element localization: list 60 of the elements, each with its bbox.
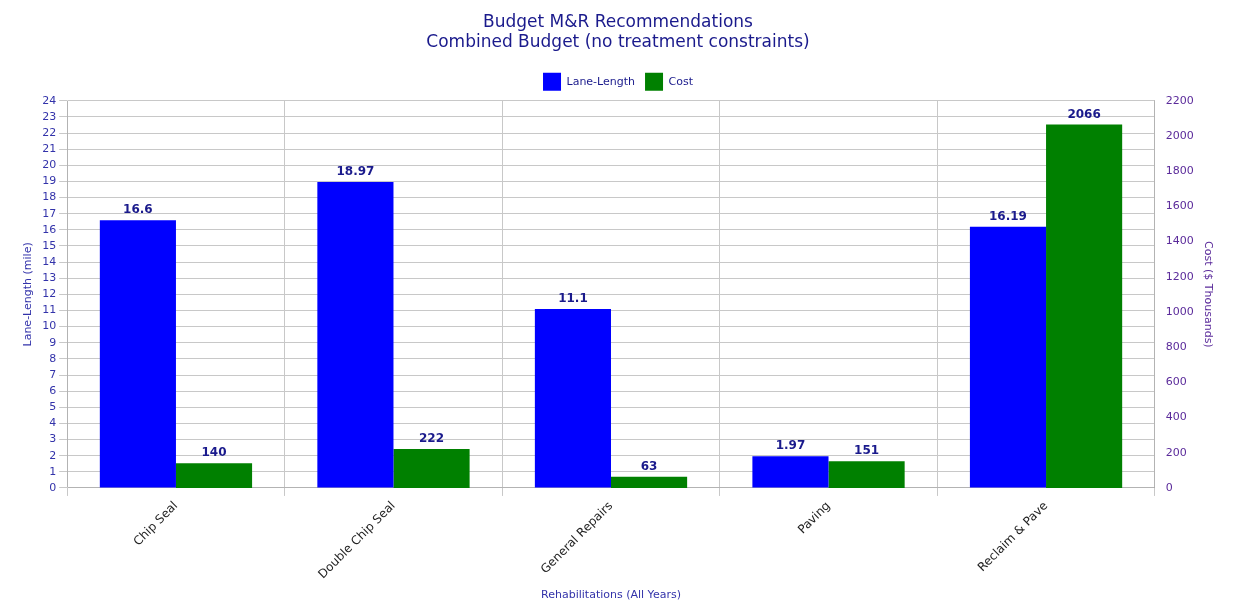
legend-label: Cost bbox=[668, 74, 694, 88]
y-tick-label: 3 bbox=[49, 432, 57, 446]
legend-label: Lane-Length bbox=[566, 74, 636, 88]
y-axis-title: Lane-Length (mile) bbox=[21, 242, 35, 347]
y-tick-label: 0 bbox=[49, 480, 57, 494]
y-tick-label: 9 bbox=[49, 335, 57, 349]
y-tick-label: 21 bbox=[42, 142, 57, 156]
y-tick-label: 10 bbox=[42, 319, 57, 333]
y2-tick-label: 1800 bbox=[1165, 164, 1194, 178]
y-tick-label: 15 bbox=[42, 238, 57, 252]
data-label: 151 bbox=[854, 443, 880, 458]
chart-title: Budget M&R Recommendations bbox=[483, 10, 754, 31]
y2-tick-label: 0 bbox=[1165, 480, 1173, 494]
data-label: 63 bbox=[640, 458, 658, 473]
y-tick-label: 18 bbox=[42, 190, 57, 204]
data-label: 16.19 bbox=[988, 208, 1027, 223]
bar bbox=[99, 220, 176, 488]
bar bbox=[393, 448, 470, 488]
data-label: 16.6 bbox=[123, 202, 153, 217]
bar bbox=[175, 463, 253, 488]
y-tick-label: 8 bbox=[49, 351, 57, 365]
y-tick-label: 12 bbox=[42, 287, 57, 301]
y-tick-label: 13 bbox=[42, 271, 57, 285]
bar bbox=[317, 181, 394, 488]
y-tick-label: 24 bbox=[42, 93, 57, 107]
y-tick-label: 17 bbox=[42, 206, 57, 220]
y-tick-label: 4 bbox=[49, 416, 57, 430]
y2-tick-label: 200 bbox=[1165, 445, 1187, 459]
y2-tick-label: 1600 bbox=[1165, 199, 1194, 213]
y2-tick-label: 1400 bbox=[1165, 234, 1194, 248]
y2-tick-label: 2200 bbox=[1165, 93, 1194, 107]
data-label: 2066 bbox=[1067, 106, 1101, 121]
y-tick-label: 1 bbox=[49, 464, 57, 478]
y-tick-label: 22 bbox=[42, 125, 57, 139]
y-tick-label: 5 bbox=[49, 400, 57, 414]
y-tick-label: 16 bbox=[42, 222, 57, 236]
bar bbox=[611, 476, 688, 488]
y-tick-label: 20 bbox=[42, 158, 57, 172]
data-label: 1.97 bbox=[775, 438, 806, 453]
y-tick-label: 11 bbox=[42, 303, 57, 317]
bar bbox=[534, 308, 611, 488]
data-label: 11.1 bbox=[558, 291, 588, 306]
data-label: 18.97 bbox=[336, 164, 375, 179]
data-label: 140 bbox=[201, 445, 227, 460]
y2-tick-label: 2000 bbox=[1165, 128, 1194, 142]
y2-axis-title: Cost ($ Thousands) bbox=[1201, 241, 1215, 348]
x-axis-title: Rehabilitations (All Years) bbox=[541, 588, 681, 602]
y-tick-label: 23 bbox=[42, 109, 57, 123]
y2-tick-label: 1000 bbox=[1165, 304, 1194, 318]
y-tick-label: 14 bbox=[42, 254, 57, 268]
y2-tick-label: 800 bbox=[1165, 340, 1187, 354]
y-tick-label: 6 bbox=[49, 384, 57, 398]
y-tick-label: 2 bbox=[49, 448, 57, 462]
y2-tick-label: 1200 bbox=[1165, 269, 1194, 283]
data-label: 222 bbox=[419, 431, 445, 445]
y2-tick-label: 600 bbox=[1165, 375, 1187, 389]
chart-subtitle: Combined Budget (no treatment constraints) bbox=[426, 31, 810, 52]
y-tick-label: 19 bbox=[42, 174, 57, 188]
y2-tick-label: 400 bbox=[1165, 410, 1187, 424]
y-tick-label: 7 bbox=[49, 367, 57, 381]
